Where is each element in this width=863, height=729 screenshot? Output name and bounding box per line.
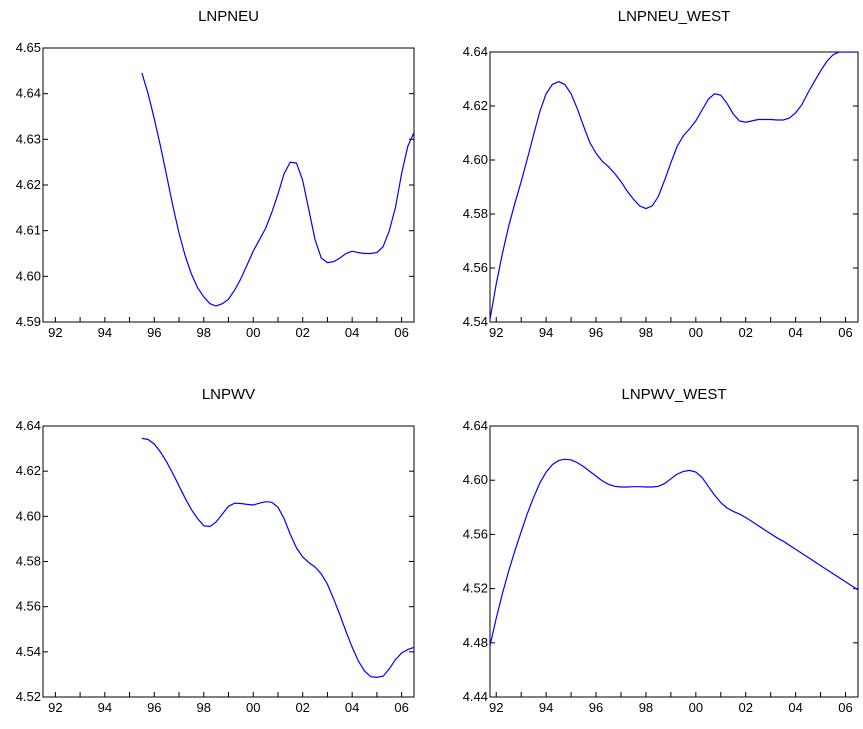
y-tick-label: 4.65 bbox=[16, 40, 41, 55]
y-tick-label: 4.62 bbox=[16, 463, 41, 478]
y-tick-label: 4.56 bbox=[16, 599, 41, 614]
y-tick-label: 4.44 bbox=[463, 689, 488, 704]
y-tick-label: 4.56 bbox=[463, 260, 488, 275]
x-tick-label: 00 bbox=[689, 325, 703, 340]
y-tick-label: 4.59 bbox=[16, 314, 41, 329]
plot-frame bbox=[42, 425, 415, 698]
x-tick-label: 98 bbox=[639, 700, 653, 715]
y-tick-label: 4.48 bbox=[463, 635, 488, 650]
x-tick-label: 94 bbox=[98, 700, 112, 715]
y-tick-label: 4.62 bbox=[16, 177, 41, 192]
y-tick-label: 4.60 bbox=[16, 508, 41, 523]
series-line-1 bbox=[141, 437, 414, 679]
plot-frame bbox=[489, 51, 859, 323]
chart-panel-1: LNPNEU 4.59 4.60 4.61 4.62 4.63 4.64 4.65 92 94 96… bbox=[16, 8, 415, 340]
x-tick-label: 94 bbox=[98, 325, 112, 340]
y-tick-label: 4.64 bbox=[463, 418, 488, 433]
series-line-1 bbox=[141, 72, 414, 307]
x-tick-label: 96 bbox=[147, 700, 161, 715]
x-tick-label: 94 bbox=[539, 325, 553, 340]
x-tick-label: 06 bbox=[394, 325, 408, 340]
chart-title: LNPWV bbox=[202, 386, 255, 403]
x-tick-label: 06 bbox=[838, 700, 852, 715]
x-tick-label: 98 bbox=[197, 700, 211, 715]
chart-title: LNPWV_WEST bbox=[621, 386, 726, 403]
chart-panel-4: LNPWV_WEST 4.44 4.48 4.52 4.56 4.60 4.64 92 94 96… bbox=[463, 386, 859, 715]
x-tick-label: 00 bbox=[246, 700, 260, 715]
chart-title: LNPNEU bbox=[198, 8, 259, 25]
x-tick-label: 02 bbox=[295, 700, 309, 715]
x-tick-label: 98 bbox=[197, 325, 211, 340]
y-tick-label: 4.64 bbox=[463, 44, 488, 59]
x-tick-label: 02 bbox=[295, 325, 309, 340]
y-tick-label: 4.60 bbox=[463, 472, 488, 487]
series-line-1 bbox=[490, 52, 858, 320]
x-tick-label: 00 bbox=[689, 700, 703, 715]
y-tick-label: 4.64 bbox=[16, 418, 41, 433]
plot-frame bbox=[489, 425, 859, 698]
x-tick-label: 04 bbox=[345, 325, 359, 340]
x-tick-label: 04 bbox=[788, 325, 802, 340]
x-tick-label: 92 bbox=[489, 325, 503, 340]
plot-frame bbox=[42, 47, 415, 323]
x-tick-label: 96 bbox=[589, 700, 603, 715]
x-tick-label: 00 bbox=[246, 325, 260, 340]
x-tick-label: 06 bbox=[838, 325, 852, 340]
y-tick-label: 4.52 bbox=[463, 581, 488, 596]
y-tick-label: 4.54 bbox=[463, 314, 488, 329]
chart-title: LNPNEU_WEST bbox=[618, 8, 731, 25]
x-tick-label: 96 bbox=[589, 325, 603, 340]
x-tick-label: 92 bbox=[489, 700, 503, 715]
y-tick-label: 4.56 bbox=[463, 526, 488, 541]
x-tick-label: 04 bbox=[345, 700, 359, 715]
y-tick-label: 4.61 bbox=[16, 223, 41, 238]
y-tick-label: 4.54 bbox=[16, 644, 41, 659]
x-tick-label: 96 bbox=[147, 325, 161, 340]
x-tick-label: 04 bbox=[788, 700, 802, 715]
y-tick-label: 4.58 bbox=[463, 206, 488, 221]
x-tick-label: 06 bbox=[394, 700, 408, 715]
chart-panel-3: LNPWV 4.52 4.54 4.56 4.58 4.60 4.62 4.64 92 94 96 9… bbox=[16, 386, 415, 715]
x-tick-label: 92 bbox=[48, 700, 62, 715]
y-tick-label: 4.63 bbox=[16, 131, 41, 146]
x-tick-label: 98 bbox=[639, 325, 653, 340]
y-tick-label: 4.60 bbox=[463, 152, 488, 167]
y-tick-label: 4.64 bbox=[16, 86, 41, 101]
x-tick-label: 92 bbox=[48, 325, 62, 340]
y-tick-label: 4.52 bbox=[16, 689, 41, 704]
x-tick-label: 94 bbox=[539, 700, 553, 715]
chart-panel-2: LNPNEU_WEST 4.54 4.56 4.58 4.60 4.62 4.64 92 94 9… bbox=[463, 8, 859, 340]
x-tick-label: 02 bbox=[738, 700, 752, 715]
y-tick-label: 4.60 bbox=[16, 268, 41, 283]
x-tick-label: 02 bbox=[738, 325, 752, 340]
series-line-1 bbox=[490, 458, 858, 646]
y-tick-label: 4.58 bbox=[16, 554, 41, 569]
y-tick-label: 4.62 bbox=[463, 98, 488, 113]
